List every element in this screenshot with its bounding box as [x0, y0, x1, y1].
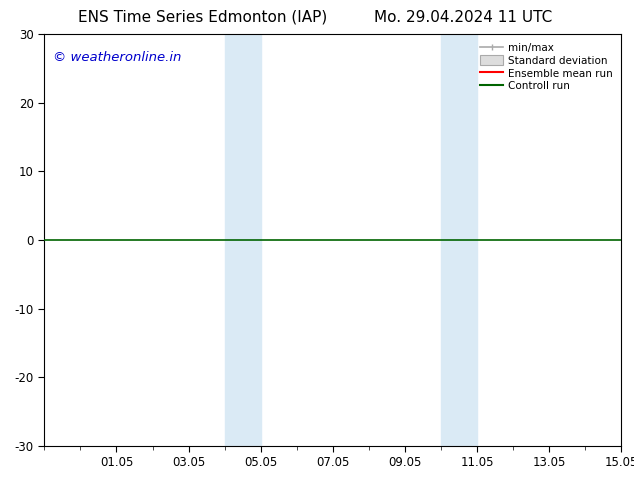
Bar — [224, 34, 261, 446]
Text: ENS Time Series Edmonton (IAP): ENS Time Series Edmonton (IAP) — [78, 10, 328, 25]
Text: Mo. 29.04.2024 11 UTC: Mo. 29.04.2024 11 UTC — [373, 10, 552, 25]
Text: © weatheronline.in: © weatheronline.in — [53, 51, 181, 64]
Legend: min/max, Standard deviation, Ensemble mean run, Controll run: min/max, Standard deviation, Ensemble me… — [477, 40, 616, 95]
Bar — [441, 34, 477, 446]
